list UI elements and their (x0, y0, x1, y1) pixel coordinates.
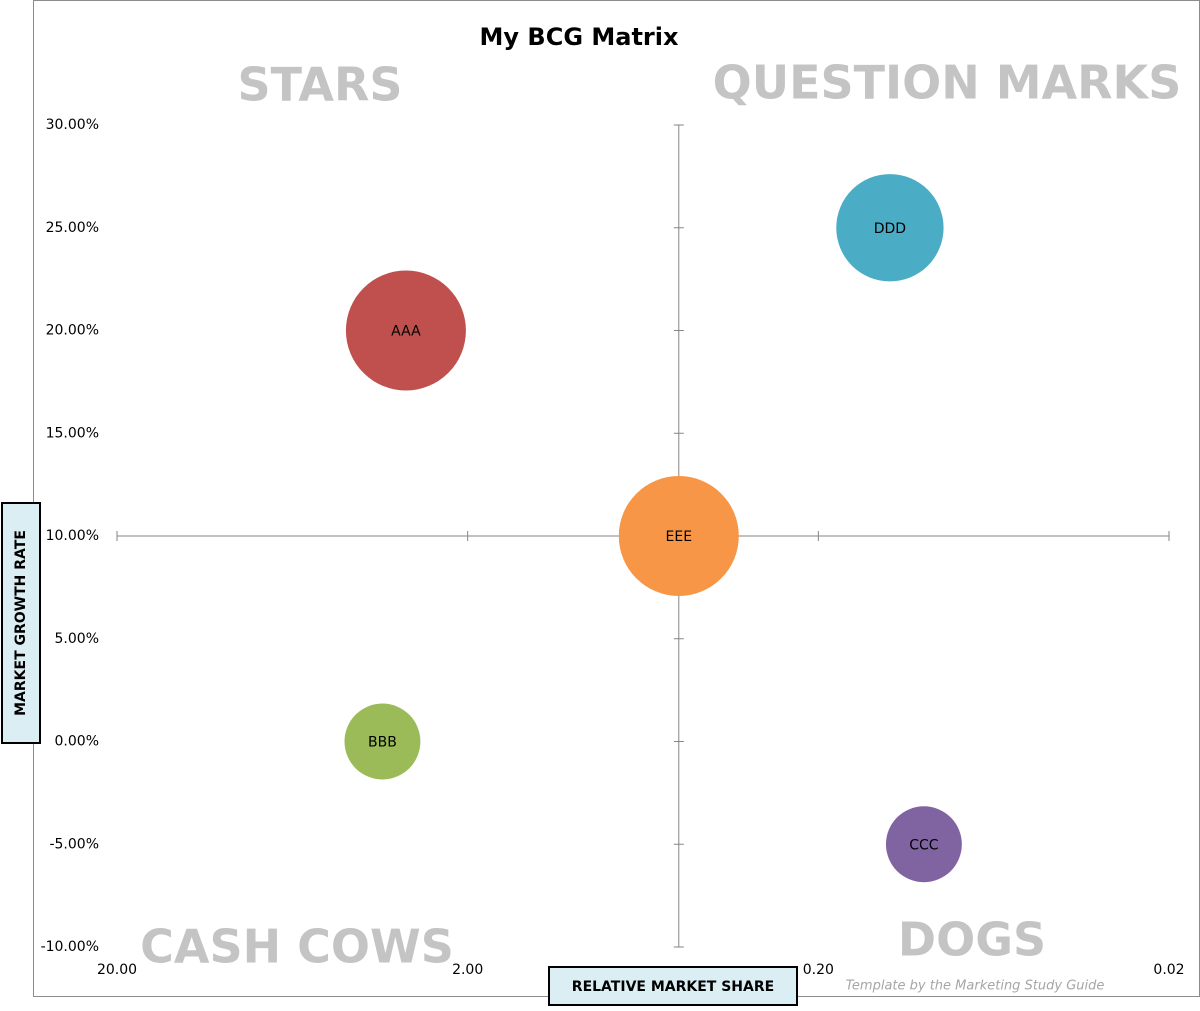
y-tick-label: -5.00% (49, 836, 99, 852)
bubble (618, 476, 739, 596)
y-tick-label: 15.00% (46, 425, 99, 441)
x-tick-label: 0.02 (1153, 962, 1184, 978)
quadrant-label: DOGS (898, 913, 1046, 967)
x-axis-title: RELATIVE MARKET SHARE (572, 979, 774, 995)
bubble-label: BBB (368, 735, 397, 751)
y-tick-label: -10.00% (41, 939, 99, 955)
y-axis-title-box (1, 502, 41, 744)
bubble-label: DDD (874, 221, 906, 237)
y-tick-label: 5.00% (55, 631, 99, 647)
bubble (836, 174, 944, 282)
x-tick-label: 20.00 (97, 962, 137, 978)
bubble-label: EEE (666, 529, 693, 545)
x-tick-label: 0.20 (803, 962, 834, 978)
bubble (344, 703, 421, 780)
bubble-label: CCC (909, 837, 939, 853)
quadrant-label: STARS (237, 58, 402, 112)
bubble-label: AAA (391, 324, 421, 340)
y-tick-label: 0.00% (55, 734, 99, 750)
x-axis-title-box (548, 966, 798, 1006)
bubble (345, 270, 466, 391)
footnote: Template by the Marketing Study Guide (846, 979, 1105, 994)
y-tick-label: 10.00% (46, 528, 99, 544)
chart-title: My BCG Matrix (480, 23, 679, 51)
quadrant-label: CASH COWS (140, 920, 454, 974)
y-tick-label: 25.00% (46, 220, 99, 236)
y-tick-label: 30.00% (46, 117, 99, 133)
quadrant-label: QUESTION MARKS (713, 56, 1182, 110)
bubble (885, 806, 962, 883)
y-axis-title: MARKET GROWTH RATE (13, 530, 29, 716)
y-tick-label: 20.00% (46, 323, 99, 339)
x-tick-label: 2.00 (452, 962, 483, 978)
chart-border (33, 0, 1200, 997)
